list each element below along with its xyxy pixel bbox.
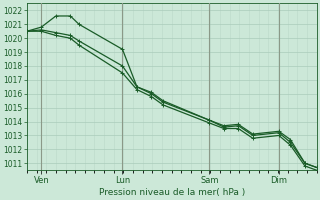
X-axis label: Pression niveau de la mer( hPa ): Pression niveau de la mer( hPa ) [99, 188, 245, 197]
